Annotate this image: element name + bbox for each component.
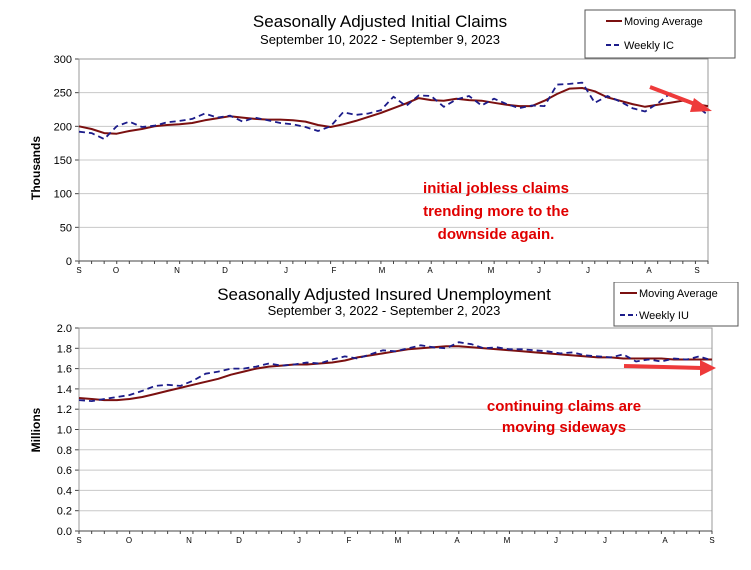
x-tick-label: J: [586, 266, 590, 275]
series-line-moving-average: [78, 87, 709, 135]
x-tick-label: S: [76, 266, 81, 275]
x-tick-label: J: [297, 536, 301, 545]
x-tick-label: O: [126, 536, 132, 545]
plot-area: 0 50 100 150 200 250 300 S O N D J F M A M J J A S: [54, 54, 709, 275]
insured-unemployment-chart: Seasonally Adjusted Insured Unemployment…: [29, 282, 739, 545]
series-line-weekly-ic: [78, 81, 709, 141]
x-tick-label: D: [222, 266, 228, 275]
x-tick-label: O: [113, 266, 119, 275]
chart-title: Seasonally Adjusted Insured Unemployment: [217, 285, 551, 304]
x-tick-label: D: [236, 536, 242, 545]
annotation-line: initial jobless claims: [423, 180, 569, 197]
annotation-line: trending more to the: [423, 203, 569, 220]
chart-title: Seasonally Adjusted Initial Claims: [253, 12, 507, 31]
x-tick-label: S: [694, 266, 699, 275]
x-tick-label: A: [646, 266, 652, 275]
x-tick-label: S: [76, 536, 81, 545]
y-tick-label: 1.2: [57, 404, 72, 416]
x-tick-label: F: [347, 536, 352, 545]
x-tick-label: A: [454, 536, 460, 545]
y-tick-label: 200: [54, 121, 72, 133]
x-tick-label: F: [332, 266, 337, 275]
legend: Moving Average Weekly IC: [584, 9, 736, 59]
x-tick-label: A: [662, 536, 668, 545]
legend-label-moving-average: Moving Average: [639, 288, 718, 300]
x-tick-label: J: [554, 536, 558, 545]
x-tick-label: M: [395, 536, 402, 545]
trend-arrow-head: [700, 360, 716, 376]
x-tick-label: M: [379, 266, 386, 275]
legend-box: [613, 282, 739, 327]
y-tick-label: 150: [54, 155, 72, 167]
x-tick-label: N: [186, 536, 192, 545]
y-axis-label: Thousands: [29, 136, 43, 200]
series-line-moving-average: [78, 345, 712, 402]
initial-claims-chart: Seasonally Adjusted Initial Claims Septe…: [29, 9, 736, 275]
y-tick-label: 250: [54, 88, 72, 100]
x-tick-label: S: [709, 536, 714, 545]
y-tick-label: 300: [54, 54, 72, 66]
y-tick-label: 50: [60, 222, 72, 234]
trend-arrow-shaft: [649, 85, 701, 108]
legend-label-moving-average: Moving Average: [624, 16, 703, 28]
x-tick-label: J: [603, 536, 607, 545]
trend-arrow-head: [690, 98, 712, 112]
y-tick-label: 0.6: [57, 465, 72, 477]
y-tick-label: 1.6: [57, 364, 72, 376]
chart-subtitle: September 3, 2022 - September 2, 2023: [268, 303, 501, 318]
trend-arrow: [649, 85, 712, 112]
annotation: initial jobless claims trending more to …: [423, 180, 569, 243]
y-tick-label: 1.0: [57, 425, 72, 437]
y-tick-label: 2.0: [57, 323, 72, 335]
trend-arrow-shaft: [623, 364, 703, 370]
y-tick-label: 0: [66, 256, 72, 268]
y-tick-label: 1.4: [57, 384, 72, 396]
chart-subtitle: September 10, 2022 - September 9, 2023: [260, 32, 500, 47]
y-axis-label: Millions: [29, 407, 43, 452]
annotation: continuing claims are moving sideways: [487, 398, 641, 436]
legend-label-weekly-iu: Weekly IU: [639, 310, 689, 322]
x-tick-label: N: [174, 266, 180, 275]
x-tick-label: J: [537, 266, 541, 275]
x-tick-label: J: [284, 266, 288, 275]
legend-label-weekly-ic: Weekly IC: [624, 40, 674, 52]
annotation-line: downside again.: [438, 226, 555, 243]
y-tick-label: 0.4: [57, 485, 72, 497]
trend-arrow: [623, 360, 716, 376]
plot-area: 0.0 0.2 0.4 0.6 0.8 1.0 1.2 1.4 1.6 1.8 2.0 S O N D J F M…: [57, 323, 715, 545]
y-tick-label: 0.2: [57, 506, 72, 518]
y-tick-label: 1.8: [57, 343, 72, 355]
annotation-line: moving sideways: [502, 419, 626, 436]
x-tick-label: M: [488, 266, 495, 275]
y-tick-label: 0.0: [57, 526, 72, 538]
legend-box: [584, 9, 736, 59]
x-tick-label: M: [504, 536, 511, 545]
legend: Moving Average Weekly IU: [613, 282, 739, 327]
annotation-line: continuing claims are: [487, 398, 641, 415]
series-line-weekly-iu: [78, 341, 713, 402]
y-tick-label: 100: [54, 189, 72, 201]
y-tick-label: 0.8: [57, 445, 72, 457]
x-tick-label: A: [427, 266, 433, 275]
